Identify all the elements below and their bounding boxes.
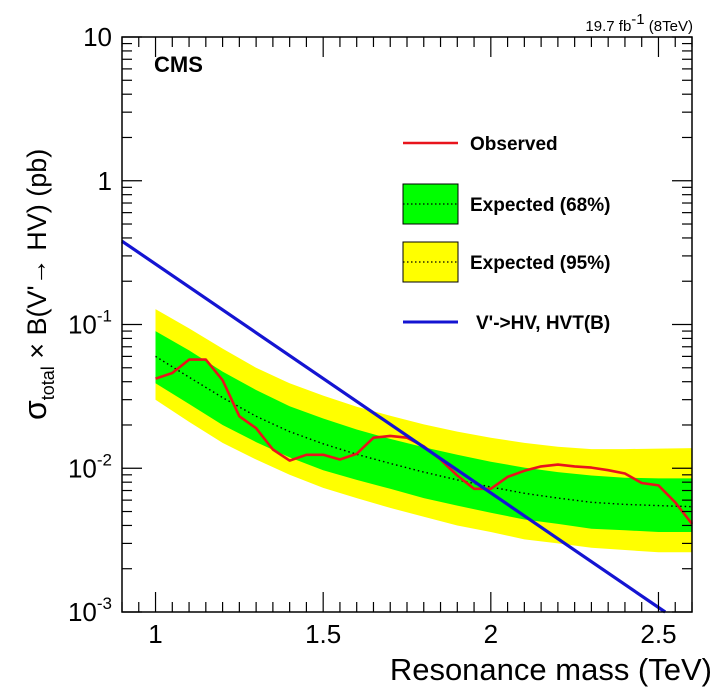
expected-median-group xyxy=(155,355,693,508)
y-tick-base: 10 xyxy=(83,22,112,52)
y-tick-base: 10 xyxy=(68,453,97,483)
y-tick-exponent: -2 xyxy=(97,450,112,469)
theory-line xyxy=(121,239,667,614)
y-tick-label: 10-2 xyxy=(68,450,112,483)
expected-68-band-group xyxy=(155,331,692,532)
legend-observed-label: Observed xyxy=(470,134,558,155)
y-tick-exponent: -3 xyxy=(97,594,112,613)
y-axis-title-rest: × B(V'→ HV) (pb) xyxy=(22,149,52,366)
x-axis-title: Resonance mass (TeV) xyxy=(390,652,712,687)
luminosity-label: 19.7 fb-1 (8TeV) xyxy=(585,11,693,35)
x-tick-label: 2 xyxy=(484,619,498,649)
y-tick-base: 1 xyxy=(98,166,112,196)
theory-line-group xyxy=(121,239,667,614)
y-tick-label: 1 xyxy=(98,166,112,196)
y-tick-label: 10-1 xyxy=(68,307,112,340)
y-tick-exponent: -1 xyxy=(97,307,112,326)
axis-ticks xyxy=(121,36,693,613)
y-tick-base: 10 xyxy=(68,597,97,627)
legend: Observed Expected (68%) Expected (95%) V… xyxy=(402,134,610,334)
x-tick-label: 1 xyxy=(148,619,162,649)
lumi-energy: (8TeV) xyxy=(645,18,693,35)
legend-expected95-label: Expected (95%) xyxy=(470,253,610,274)
y-tick-base: 10 xyxy=(68,310,97,340)
legend-expected68-label: Expected (68%) xyxy=(470,195,610,216)
x-tick-labels: 1 1.5 2 2.5 xyxy=(148,619,676,649)
y-axis-title: σtotal × B(V'→ HV) (pb) xyxy=(17,149,58,420)
y-tick-label: 10 xyxy=(83,22,112,52)
y-axis-title-sigma: σ xyxy=(17,400,53,420)
x-tick-label: 1.5 xyxy=(305,619,341,649)
x-tick-label: 2.5 xyxy=(640,619,676,649)
y-tick-label: 10-3 xyxy=(68,594,112,627)
y-axis-title-subscript: total xyxy=(38,366,58,400)
lumi-exponent: -1 xyxy=(631,11,644,28)
lumi-value: 19.7 fb xyxy=(585,18,631,35)
expected-median-line xyxy=(155,355,693,508)
legend-theory-label: V'->HV, HVT(B) xyxy=(476,313,610,334)
experiment-label: CMS xyxy=(154,52,203,77)
expected-68-band xyxy=(155,331,692,532)
